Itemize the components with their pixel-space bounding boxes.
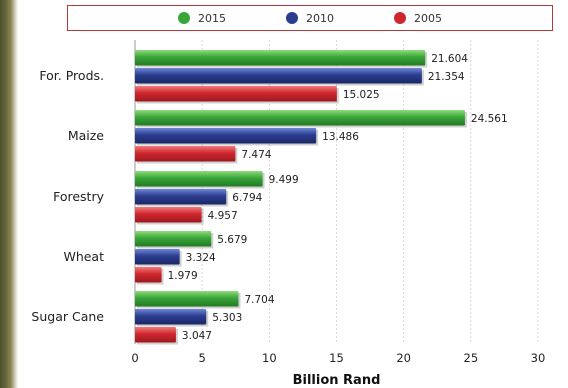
bar-2005 [135, 327, 176, 343]
bar-2010 [135, 128, 317, 144]
value-label: 13.486 [322, 131, 359, 143]
legend-swatch-2005 [394, 12, 406, 24]
legend-entry-2015: 2015 [178, 12, 226, 25]
bar-2010 [135, 68, 422, 84]
bar-2010 [135, 309, 207, 325]
value-label: 6.794 [232, 192, 262, 204]
background-photo-edge [0, 0, 18, 388]
value-label: 5.303 [212, 312, 242, 324]
value-label: 4.957 [208, 210, 238, 222]
bar-2005 [135, 86, 337, 102]
bar-2005 [135, 267, 162, 283]
category-label: Wheat [63, 249, 104, 264]
legend-entry-2005: 2005 [394, 12, 442, 25]
bar-2015 [135, 291, 239, 307]
legend-swatch-2010 [286, 12, 298, 24]
x-axis-title: Billion Rand [293, 373, 381, 388]
legend-label-2015: 2015 [198, 11, 226, 25]
value-label: 21.604 [431, 53, 468, 65]
value-label: 3.047 [182, 330, 212, 342]
value-label: 5.679 [217, 234, 247, 246]
value-label: 15.025 [343, 89, 380, 101]
x-tick-label: 10 [262, 351, 277, 365]
labels: 0 5 10 15 20 25 30 For. Prods. Maize Forestry Whea… [31, 53, 545, 365]
value-label: 1.979 [168, 270, 198, 282]
bars [135, 50, 467, 345]
legend-swatch-2015 [178, 12, 190, 24]
legend-entry-2010: 2010 [286, 12, 334, 25]
legend-label-2005: 2005 [414, 11, 442, 25]
x-tick-label: 25 [464, 351, 479, 365]
bar-2015 [135, 110, 465, 126]
chart-legend: 2015 2010 2005 [67, 5, 553, 31]
x-tick-label: 5 [199, 351, 206, 365]
value-label: 21.354 [428, 71, 465, 83]
bar-2010 [135, 189, 227, 205]
x-tick-label: 0 [131, 351, 138, 365]
bar-2015 [135, 50, 426, 66]
legend-label-2010: 2010 [306, 11, 334, 25]
bar-2010 [135, 249, 180, 265]
bar-2015 [135, 171, 263, 187]
category-label: Sugar Cane [31, 309, 104, 324]
bar-2005 [135, 146, 236, 162]
category-label: Maize [68, 128, 104, 143]
x-tick-label: 20 [396, 351, 411, 365]
value-label: 7.474 [241, 149, 271, 161]
x-tick-label: 30 [531, 351, 546, 365]
value-label: 7.704 [244, 294, 274, 306]
value-label: 3.324 [186, 252, 216, 264]
x-tick-label: 15 [329, 351, 344, 365]
bar-2015 [135, 231, 212, 247]
value-label: 24.561 [471, 113, 508, 125]
value-label: 9.499 [269, 174, 299, 186]
category-label: For. Prods. [39, 68, 104, 83]
category-label: Forestry [53, 189, 104, 204]
bar-2005 [135, 207, 202, 223]
